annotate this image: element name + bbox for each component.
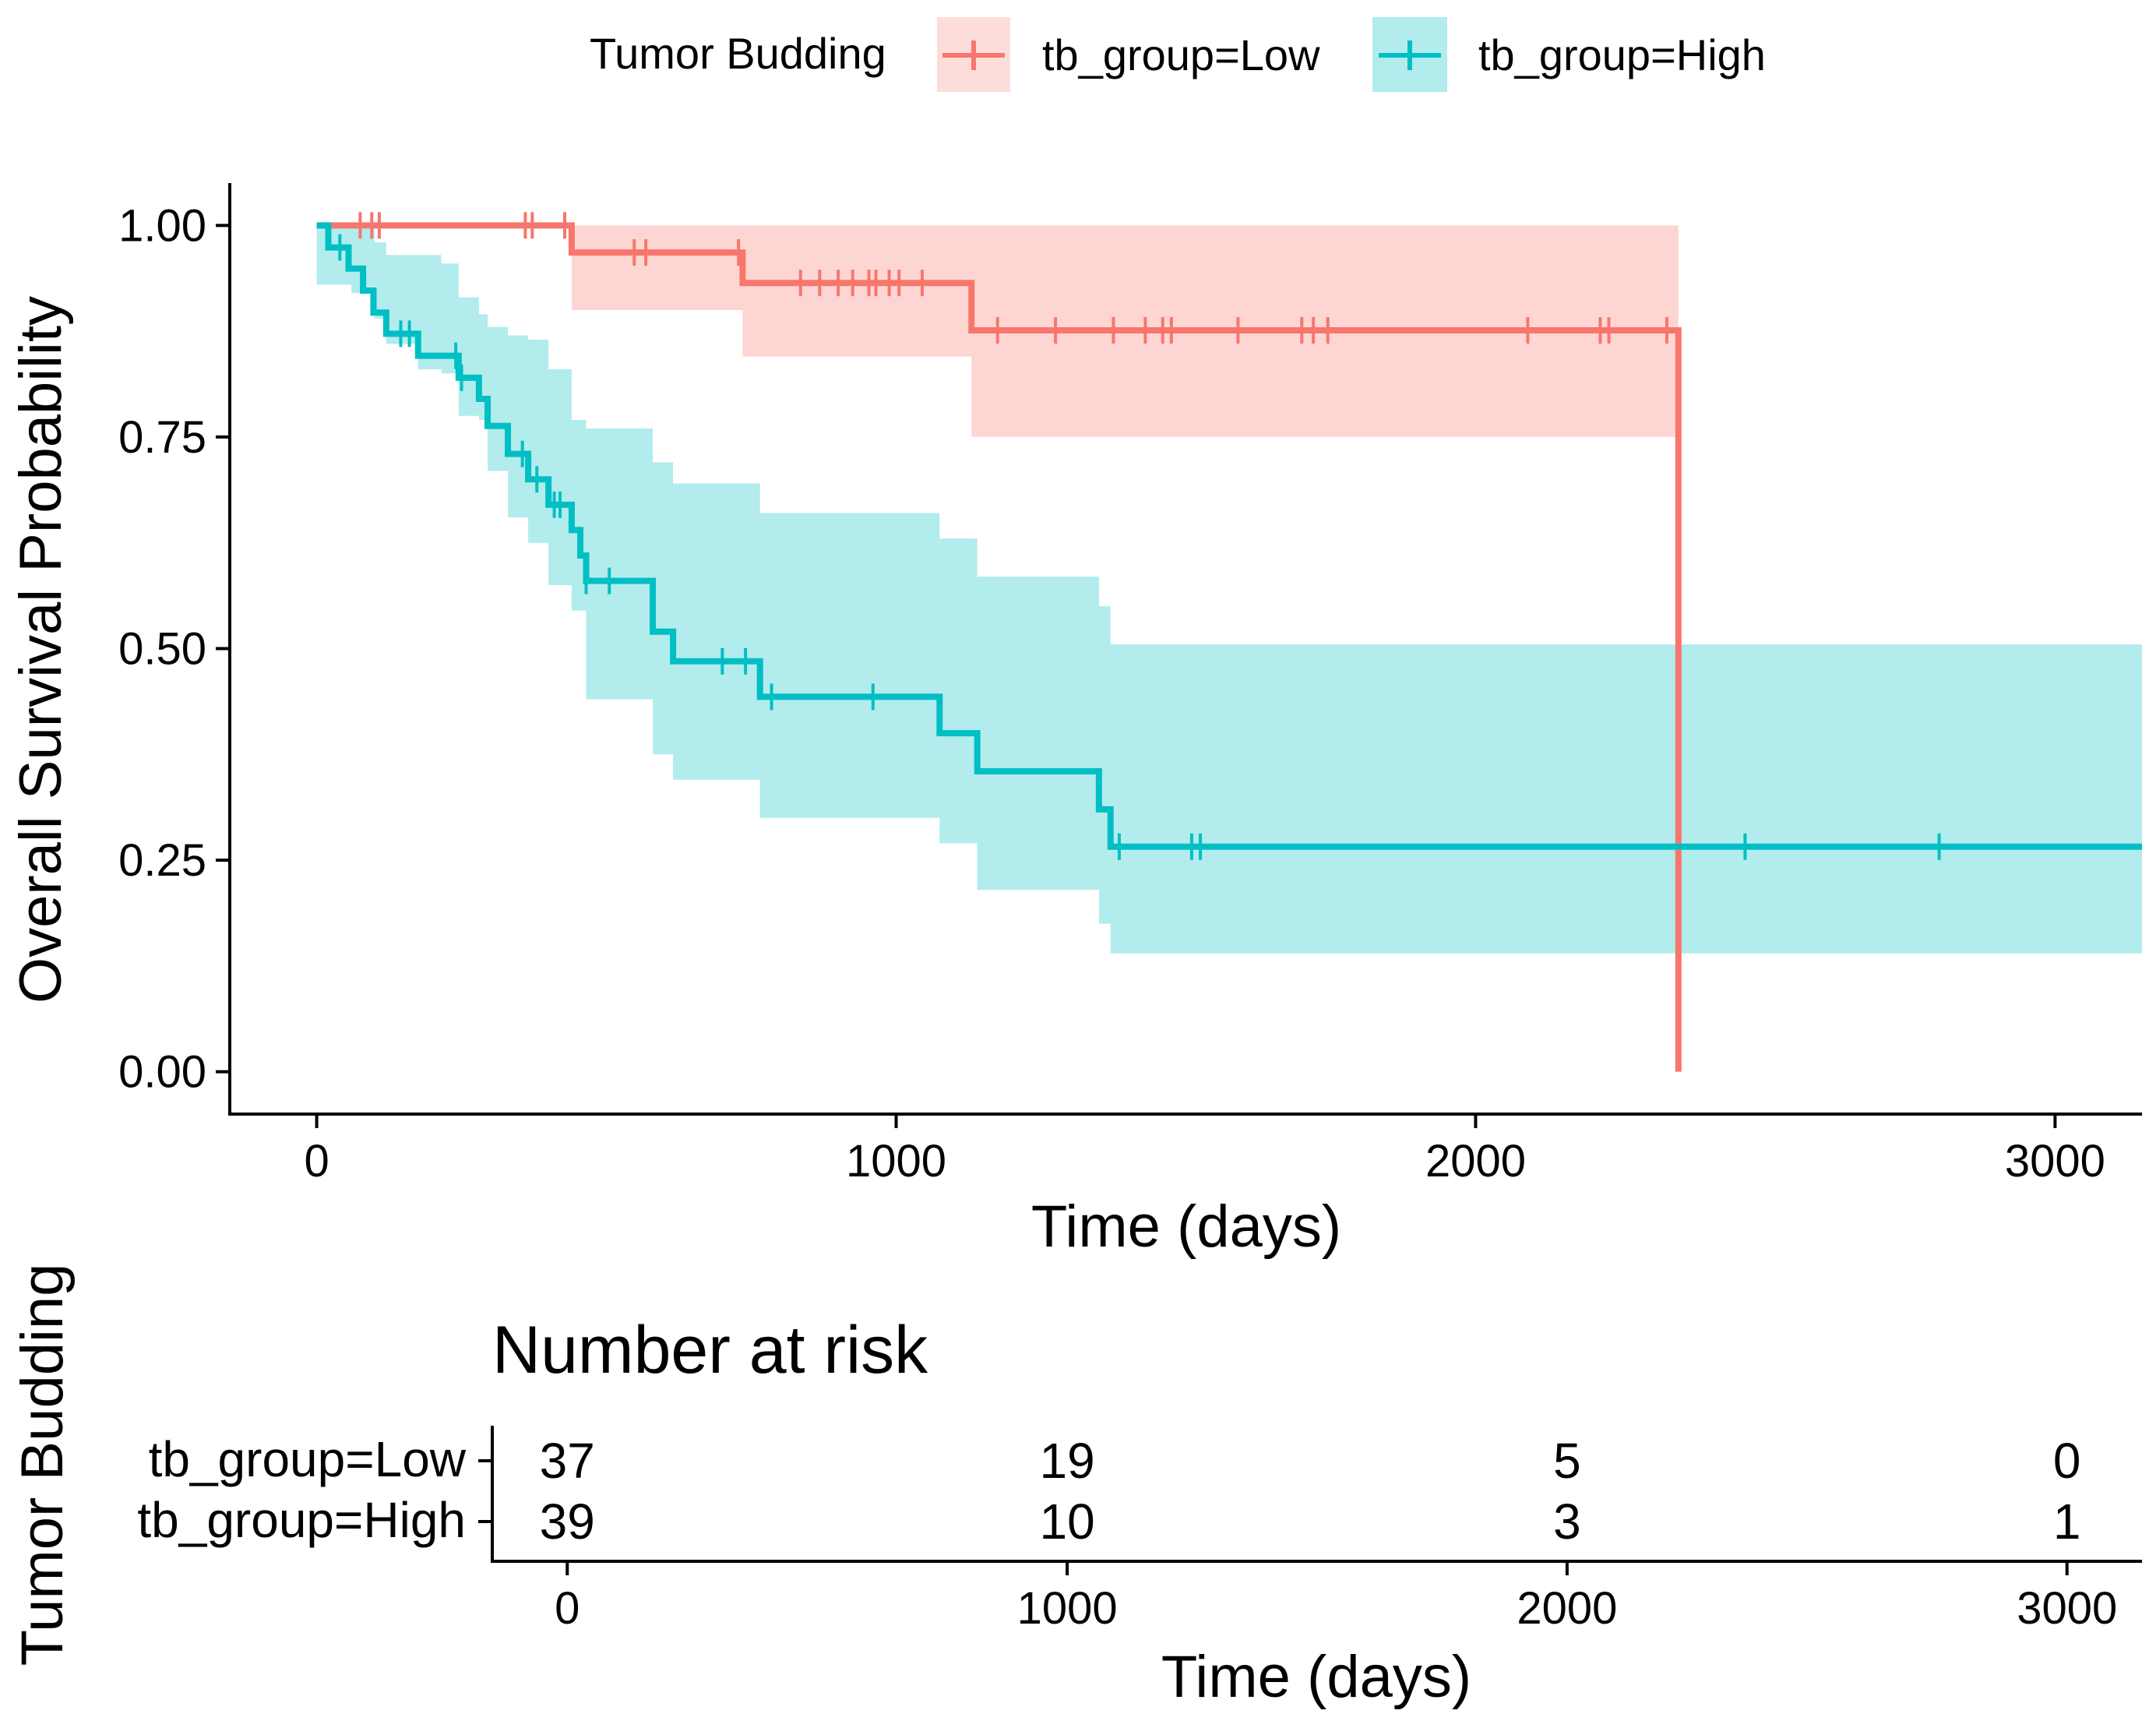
risk-x-tick-label: 3000 [2017,1583,2117,1634]
risk-cell-low: 37 [540,1433,595,1489]
risk-row-label-low: tb_group=Low [149,1431,467,1487]
risk-table-title: Number at risk [492,1313,928,1388]
line-plus-marker-icon [1379,41,1441,70]
risk-cell-high: 3 [1553,1493,1581,1550]
risk-row-label-high: tb_group=High [137,1492,466,1548]
km-y-tick-label: 0.00 [118,1047,206,1098]
line-plus-marker-icon [942,41,1005,70]
legend-label-low: tb_group=Low [1042,30,1320,79]
legend-label-high: tb_group=High [1478,30,1766,79]
risk-cell-low: 0 [2053,1433,2081,1489]
km-axes: 0.00 0.25 0.50 0.75 1.00 0 1000 2000 3000 [118,183,2142,1187]
km-y-tick-label: 0.50 [118,624,206,675]
km-x-tick-label: 3000 [2005,1136,2105,1187]
risk-x-tick-label: 1000 [1017,1583,1118,1634]
km-y-tick-label: 0.25 [118,835,206,886]
risk-cell-high: 39 [540,1493,595,1550]
risk-y-axis-title: Tumor Budding [9,1264,76,1666]
km-y-tick-label: 0.75 [118,412,206,463]
km-y-tick-label: 1.00 [118,200,206,251]
risk-cell-low: 5 [1553,1433,1581,1489]
risk-axes: 0 1000 2000 3000 [478,1426,2142,1634]
legend-item-high: tb_group=High [1372,17,1766,92]
survival-curve-low [316,222,1682,1072]
legend-title: Tumor Budding [590,29,886,78]
ci-band-high [316,225,2143,954]
risk-cells: tb_group=Low 37 19 5 0 tb_group=High 39 10 3 1 [137,1431,2080,1550]
km-y-axis-title: Overall Survival Probability [8,296,74,1003]
risk-cell-high: 10 [1039,1493,1094,1550]
risk-cell-low: 19 [1039,1433,1094,1489]
km-x-tick-label: 1000 [846,1136,946,1187]
km-x-tick-label: 2000 [1425,1136,1526,1187]
risk-x-tick-label: 2000 [1517,1583,1617,1634]
risk-x-tick-label: 0 [555,1583,580,1634]
km-plot: 0.00 0.25 0.50 0.75 1.00 0 1000 2000 3000 Time (… [8,183,2143,1260]
risk-x-axis-title: Time (days) [1161,1644,1471,1710]
risk-cell-high: 1 [2053,1493,2081,1550]
legend: Tumor Budding tb_group=Low tb_group=High [590,17,1766,92]
censor-marks [338,212,1941,860]
risk-table: Number at risk tb_group=Low 37 19 5 0tb_grou… [9,1264,2142,1710]
km-x-axis-title: Time (days) [1031,1194,1341,1260]
legend-item-low: tb_group=Low [937,17,1320,92]
km-x-tick-label: 0 [304,1136,329,1187]
